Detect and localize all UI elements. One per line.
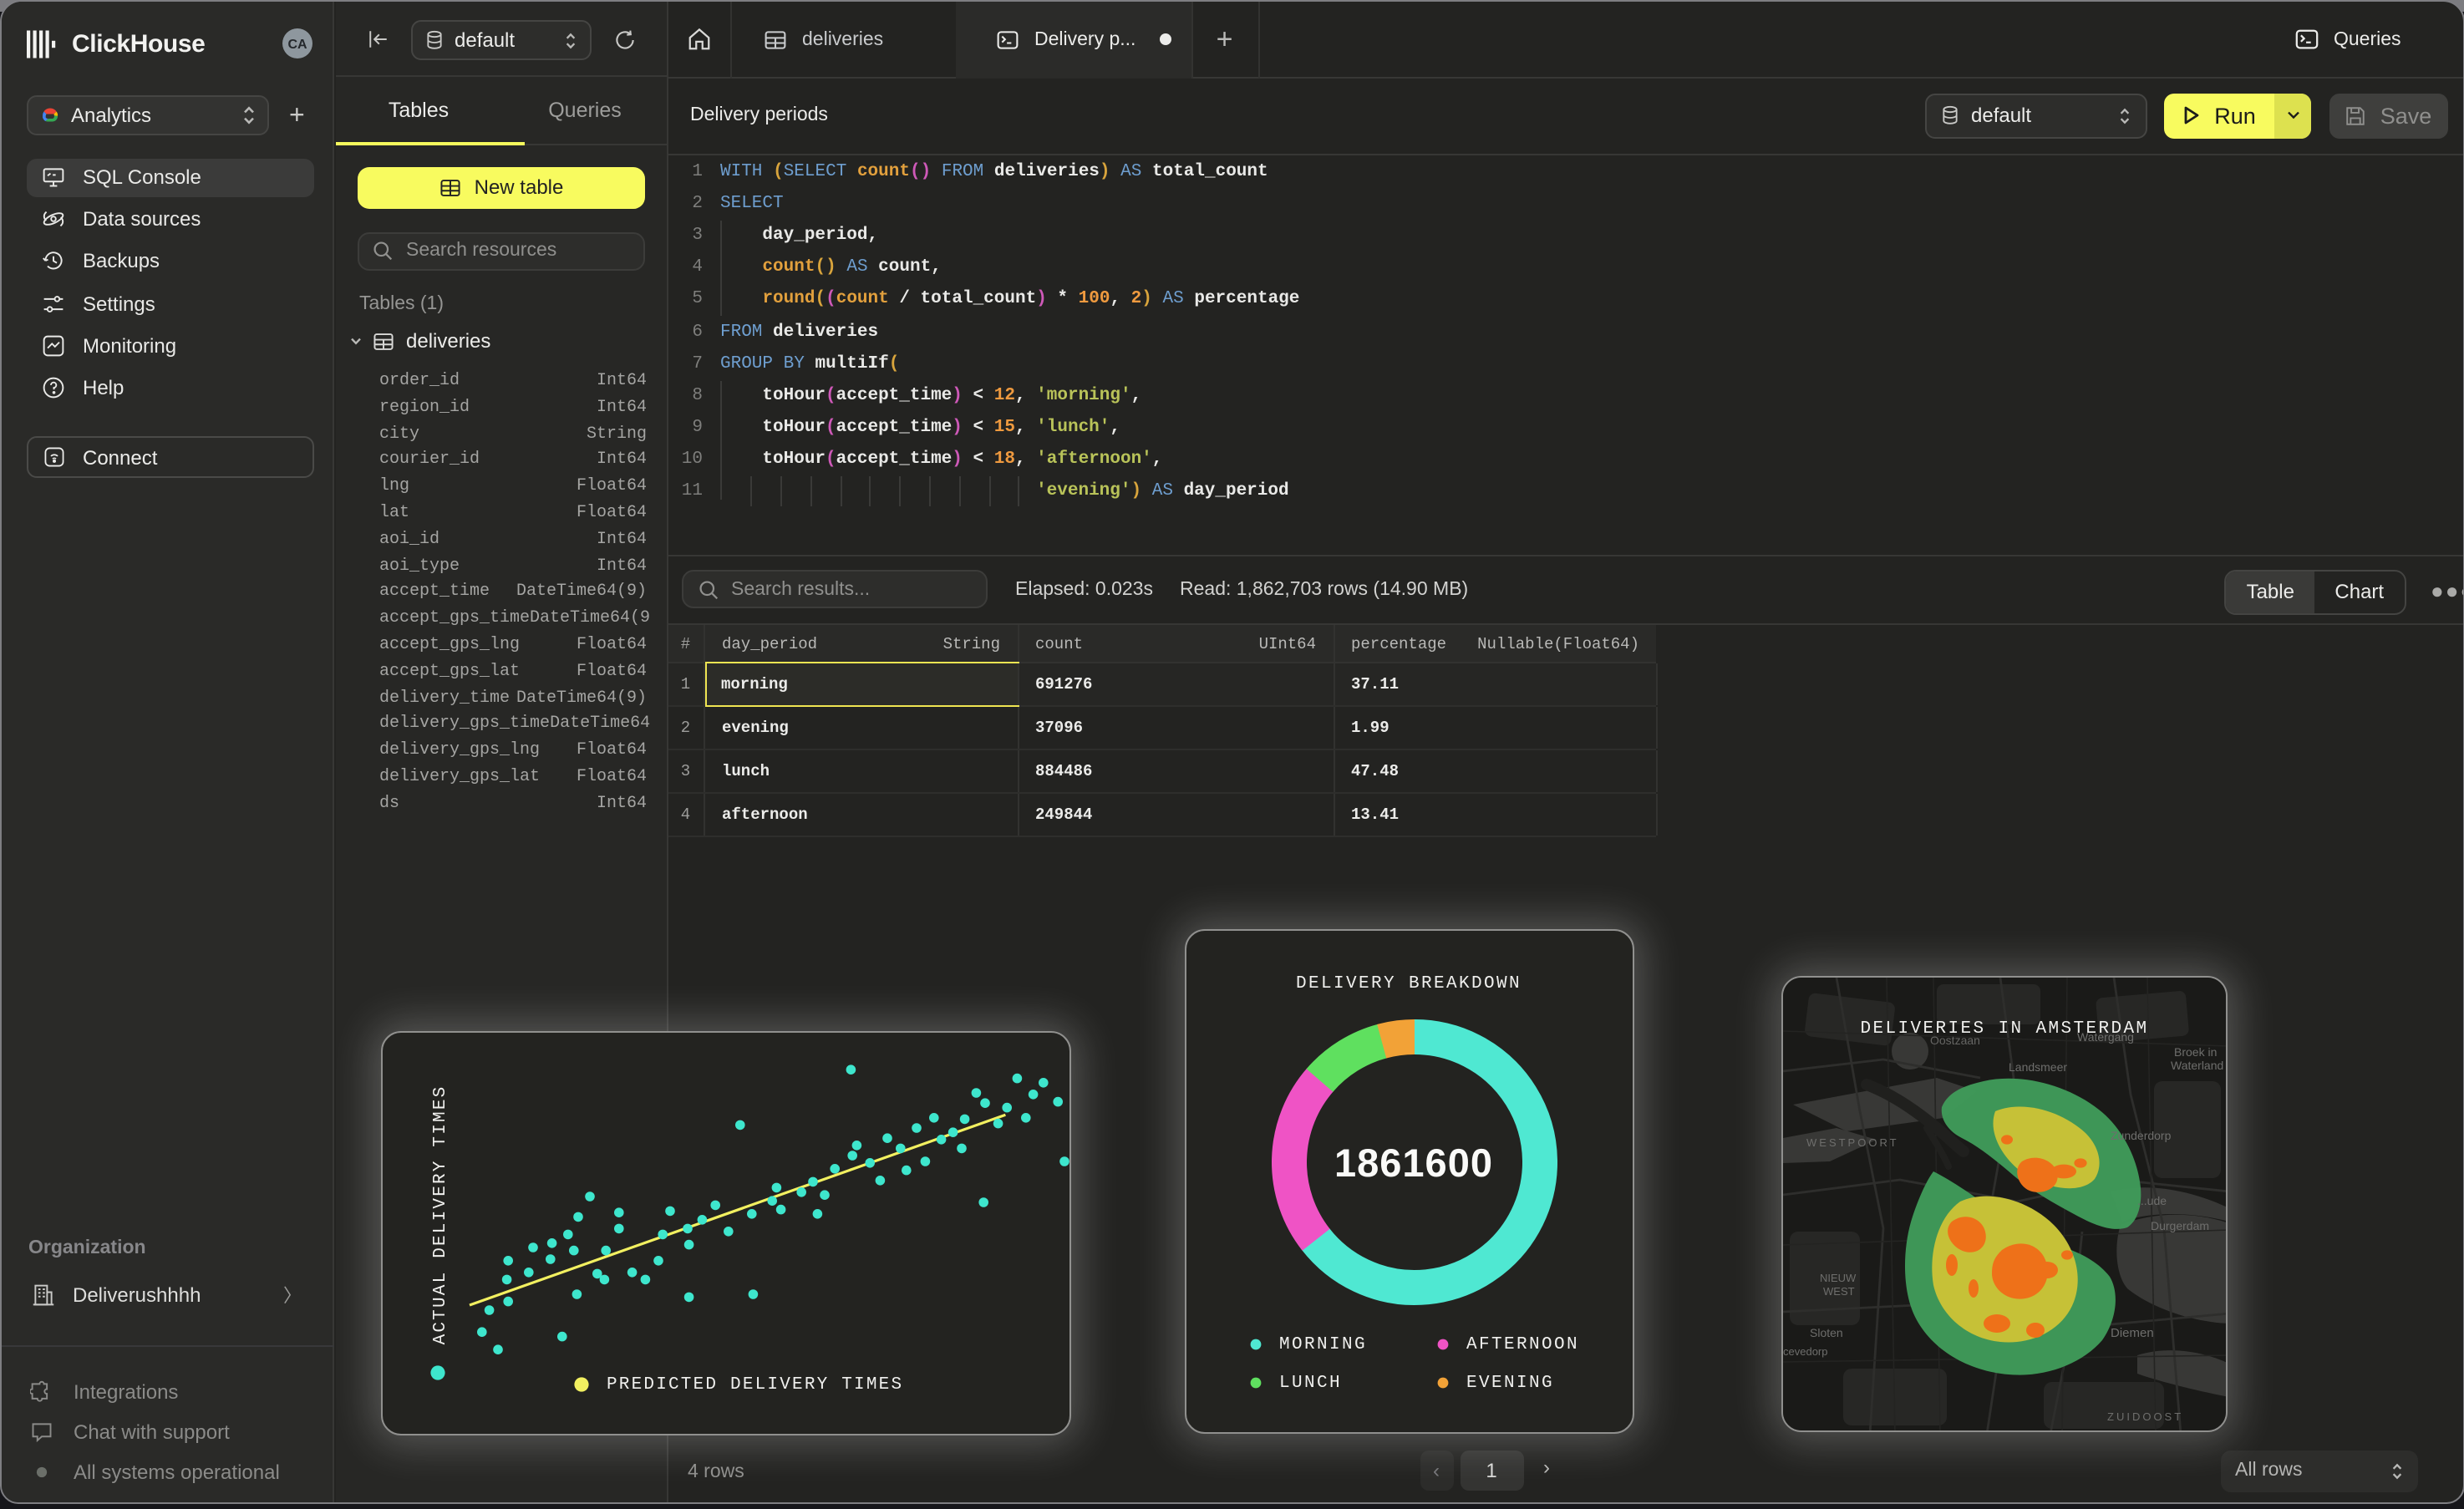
svg-text:WESTPOORT: WESTPOORT bbox=[1806, 1136, 1899, 1149]
svg-text:Sloten: Sloten bbox=[1810, 1326, 1843, 1339]
svg-text:...ude: ...ude bbox=[2137, 1194, 2167, 1207]
svg-text:WEST: WEST bbox=[1823, 1285, 1855, 1298]
svg-text:Landsmeer: Landsmeer bbox=[2009, 1060, 2067, 1074]
svg-text:cevedorp: cevedorp bbox=[1783, 1345, 1827, 1358]
svg-text:Broek in: Broek in bbox=[2174, 1045, 2217, 1059]
svg-text:Watergang: Watergang bbox=[2077, 1030, 2134, 1044]
svg-text:ACTUAL DELIVERY TIMES: ACTUAL DELIVERY TIMES bbox=[431, 1085, 450, 1344]
svg-text:NIEUW: NIEUW bbox=[1820, 1272, 1857, 1284]
svg-text:Diemen: Diemen bbox=[2111, 1326, 2154, 1340]
svg-text:ZUIDOOST: ZUIDOOST bbox=[2107, 1410, 2183, 1423]
svg-text:Waterland: Waterland bbox=[2171, 1059, 2223, 1072]
svg-text:Zunderdorp: Zunderdorp bbox=[2111, 1129, 2172, 1142]
svg-text:Durgerdam: Durgerdam bbox=[2151, 1219, 2209, 1232]
svg-text:Oostzaan: Oostzaan bbox=[1930, 1034, 1980, 1047]
